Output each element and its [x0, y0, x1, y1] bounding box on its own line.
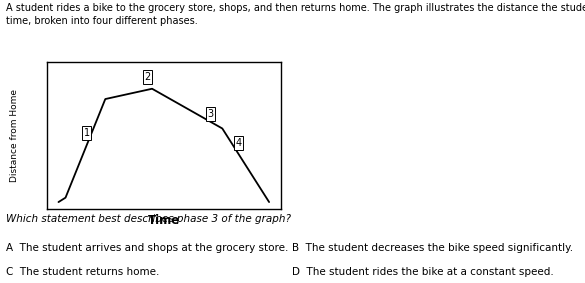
Text: 4: 4 [236, 138, 242, 148]
Text: D  The student rides the bike at a constant speed.: D The student rides the bike at a consta… [292, 267, 554, 277]
X-axis label: Time: Time [147, 214, 180, 227]
Text: C  The student returns home.: C The student returns home. [6, 267, 159, 277]
Text: Distance from Home: Distance from Home [9, 89, 19, 182]
Text: A  The student arrives and shops at the grocery store.: A The student arrives and shops at the g… [6, 243, 288, 253]
Text: 3: 3 [208, 109, 214, 119]
Text: B  The student decreases the bike speed significantly.: B The student decreases the bike speed s… [292, 243, 574, 253]
Text: 1: 1 [84, 128, 90, 138]
Text: A student rides a bike to the grocery store, shops, and then returns home. The g: A student rides a bike to the grocery st… [6, 3, 585, 26]
Text: Which statement best describes phase 3 of the graph?: Which statement best describes phase 3 o… [6, 214, 291, 224]
Text: 2: 2 [144, 72, 150, 82]
